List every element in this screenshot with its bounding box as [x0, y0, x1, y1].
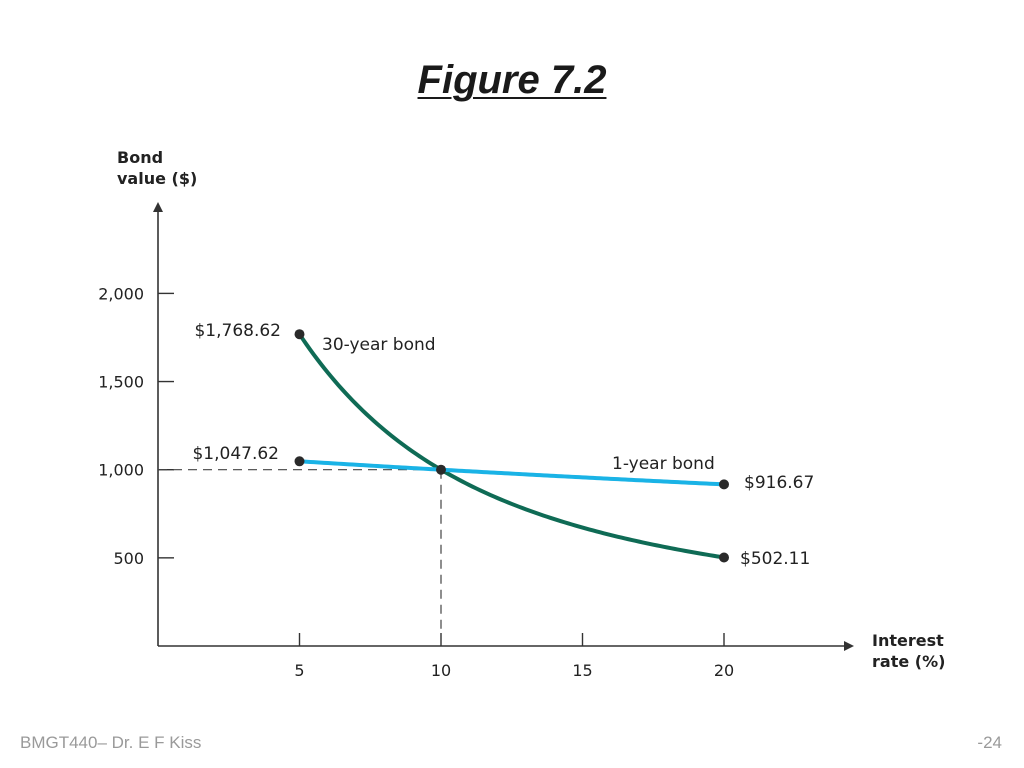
y-axis-label: value ($): [117, 169, 197, 188]
series-line-1-year-bond: [297, 459, 726, 487]
y-tick-label: 1,000: [98, 461, 144, 480]
footer-course-label: BMGT440– Dr. E F Kiss: [20, 733, 202, 752]
data-point: [294, 329, 305, 340]
series-label-30-year-bond: 30-year bond: [322, 335, 436, 355]
footer-page-number: -24: [977, 733, 1002, 752]
x-axis-label: Interest: [872, 631, 944, 650]
data-label: $1,768.62: [194, 321, 281, 341]
x-tick-label: 5: [294, 661, 304, 680]
y-tick-label: 2,000: [98, 284, 144, 303]
data-label: $1,047.62: [192, 444, 279, 464]
data-point: [436, 464, 446, 475]
data-point: [294, 456, 305, 467]
series-line-30-year-bond: [297, 332, 726, 560]
data-label: $916.67: [744, 473, 814, 493]
data-label: $502.11: [740, 549, 810, 569]
slide-title: Figure 7.2: [417, 58, 607, 102]
y-tick-label: 1,500: [98, 373, 144, 392]
x-tick-label: 10: [431, 661, 451, 680]
series-label-1-year-bond: 1-year bond: [612, 454, 715, 474]
x-tick-label: 15: [572, 661, 592, 680]
x-axis-label: rate (%): [872, 652, 945, 671]
data-point: [719, 479, 729, 490]
y-axis-label: Bond: [117, 148, 163, 167]
y-tick-label: 500: [113, 549, 144, 568]
data-point: [719, 552, 729, 563]
x-tick-label: 20: [714, 661, 734, 680]
